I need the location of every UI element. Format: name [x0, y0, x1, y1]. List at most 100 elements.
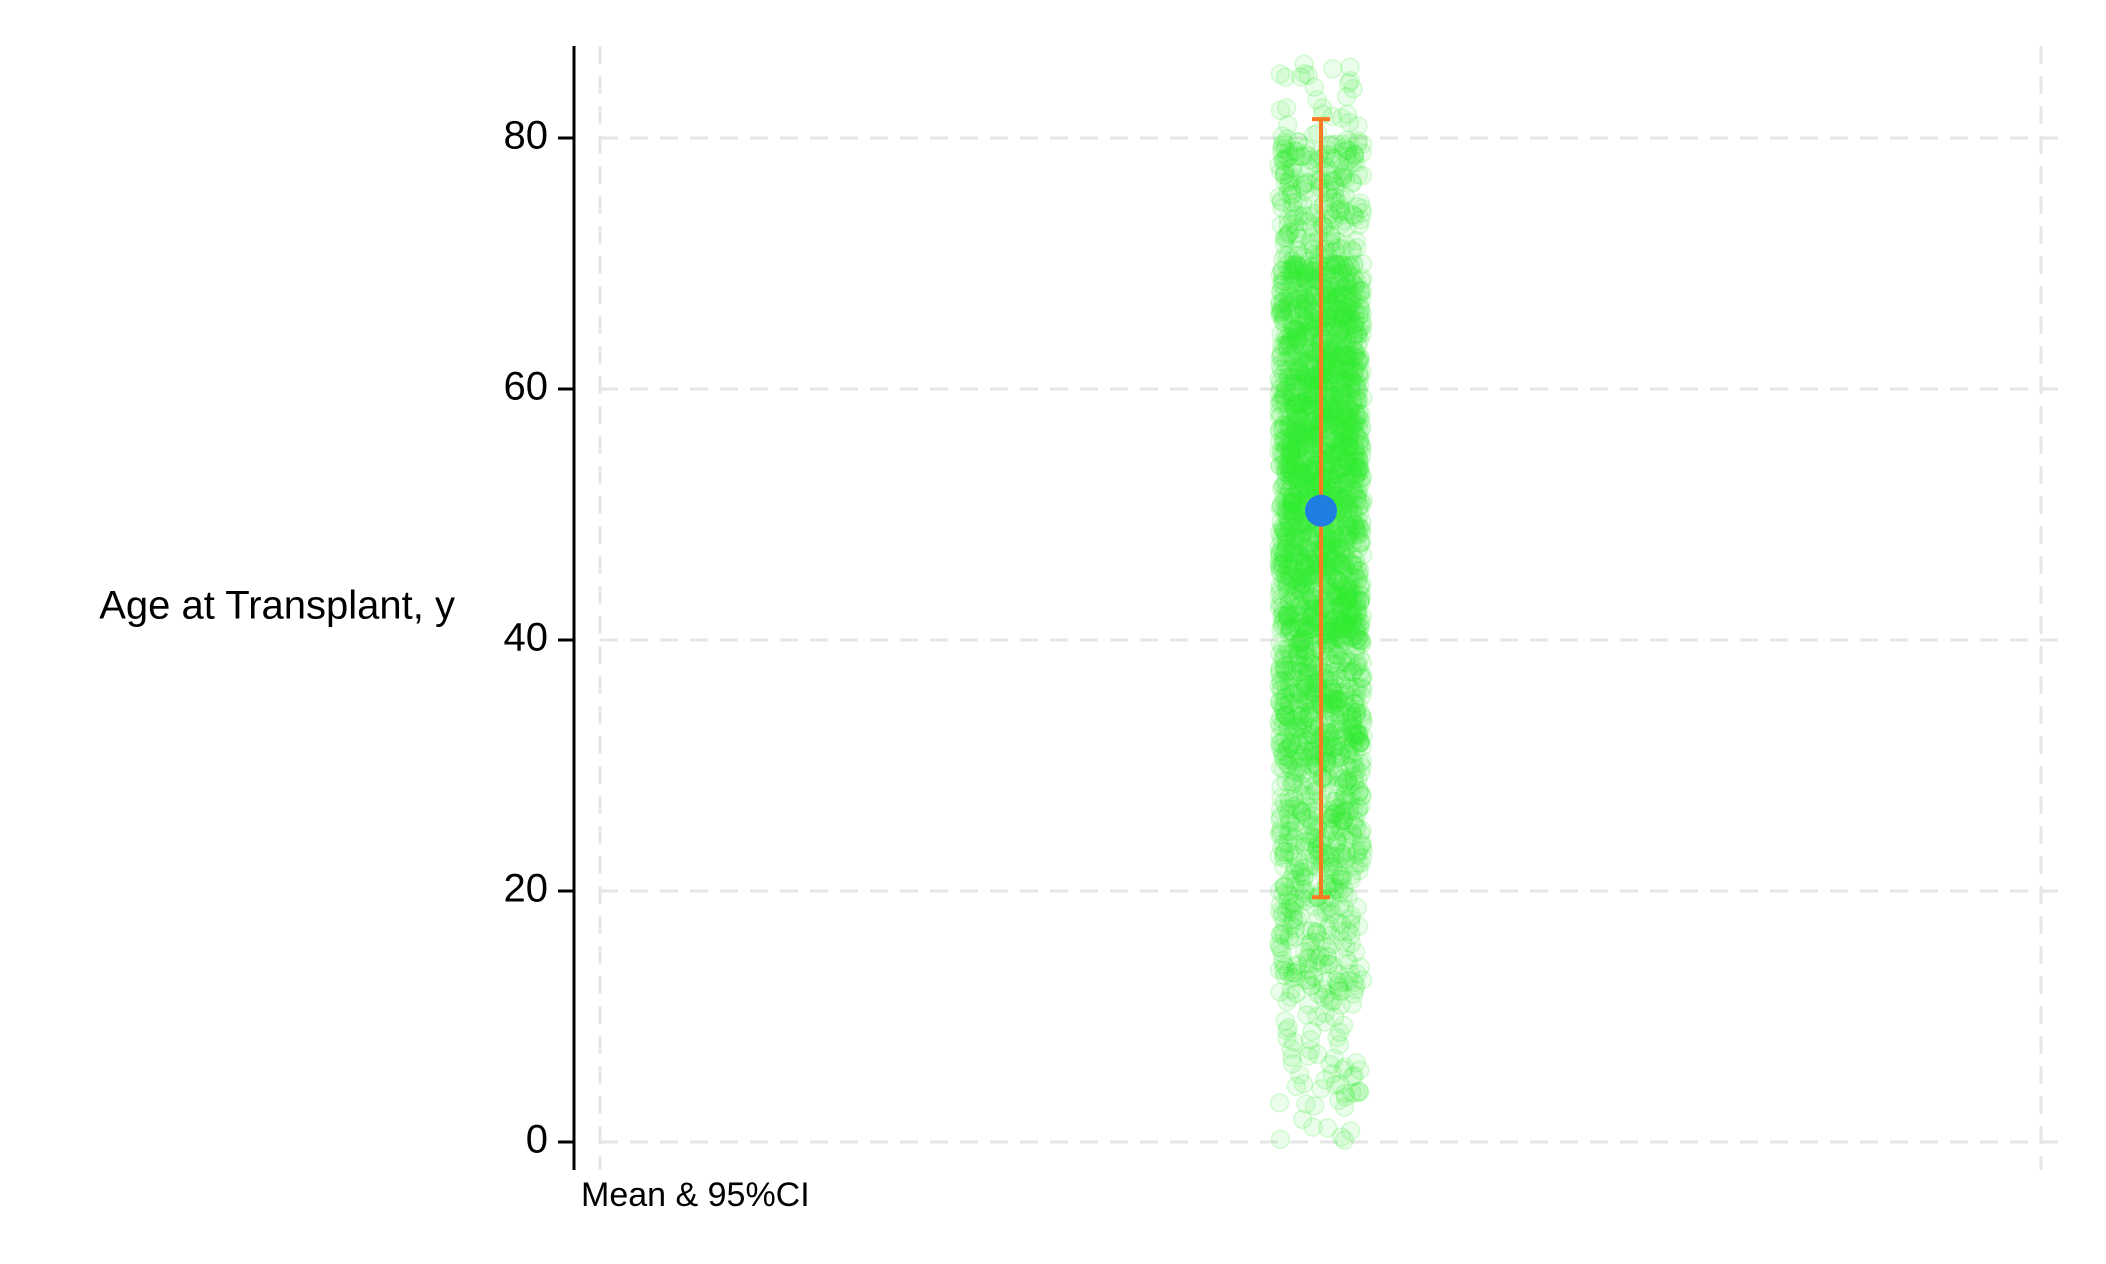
data-point: [1272, 679, 1292, 699]
data-point: [1344, 693, 1364, 713]
data-point: [1269, 691, 1290, 712]
data-point: [1271, 777, 1291, 797]
data-point: [1270, 894, 1291, 915]
data-point: [1279, 694, 1300, 714]
data-point: [1312, 954, 1333, 975]
data-point: [1281, 980, 1302, 1000]
data-point: [1276, 706, 1296, 727]
data-point: [1283, 661, 1303, 681]
data-point: [1290, 752, 1311, 772]
data-point: [1351, 795, 1371, 816]
data-point: [1274, 876, 1295, 896]
data-point: [1340, 651, 1360, 672]
data-point: [1288, 820, 1309, 841]
data-point: [1345, 942, 1366, 963]
data-point: [1281, 759, 1302, 780]
data-point: [1274, 750, 1294, 770]
data-point: [1345, 979, 1365, 1000]
data-point: [1347, 702, 1367, 723]
data-point: [1344, 725, 1365, 745]
data-point: [1290, 633, 1310, 654]
data-point: [1293, 174, 1314, 195]
data-point: [1288, 645, 1309, 666]
y-axis: 0 20 40 60 80: [504, 46, 576, 1170]
data-point: [1289, 731, 1310, 751]
data-point: [1329, 972, 1349, 993]
data-point: [1285, 859, 1305, 880]
data-point: [1289, 701, 1310, 722]
data-point: [1346, 689, 1366, 709]
data-point: [1299, 689, 1320, 710]
data-point: [1275, 957, 1296, 978]
data-point: [1341, 933, 1362, 954]
data-point: [1346, 702, 1367, 723]
data-point: [1283, 668, 1303, 688]
data-point: [1326, 970, 1347, 991]
data-point: [1280, 987, 1301, 1007]
data-point: [1270, 660, 1290, 681]
data-point: [1308, 908, 1329, 929]
data-point: [1281, 893, 1302, 914]
data-point: [1328, 848, 1348, 868]
data-point: [1285, 857, 1306, 877]
data-point: [1328, 637, 1348, 657]
data-point: [1290, 655, 1310, 675]
data-point: [1301, 920, 1322, 941]
data-point: [1307, 90, 1327, 110]
data-point: [1302, 801, 1323, 821]
data-point: [1313, 973, 1333, 993]
data-point: [1336, 712, 1357, 732]
data-point: [1339, 744, 1360, 764]
data-point: [1350, 1060, 1370, 1080]
data-point: [1348, 853, 1369, 873]
data-point: [1344, 660, 1365, 681]
data-point: [1283, 962, 1303, 983]
data-point: [1342, 1066, 1363, 1087]
data-point: [1295, 879, 1316, 900]
data-point: [1331, 641, 1352, 661]
data-point: [1340, 1121, 1361, 1141]
data-point: [1326, 666, 1346, 686]
data-point: [1278, 898, 1299, 918]
data-point: [1277, 638, 1297, 659]
data-point: [1270, 821, 1291, 842]
data-point: [1304, 845, 1324, 865]
data-point: [1330, 1022, 1350, 1042]
data-point: [1341, 680, 1361, 700]
data-point: [1270, 716, 1290, 736]
data-point: [1287, 888, 1308, 909]
data-point: [1271, 818, 1292, 839]
data-point: [1331, 811, 1352, 831]
data-point: [1294, 741, 1315, 761]
data-point: [1274, 670, 1295, 690]
data-point: [1275, 687, 1295, 708]
data-point: [1299, 296, 1320, 316]
data-point: [1281, 732, 1301, 753]
data-point: [1332, 729, 1352, 749]
data-point: [1277, 799, 1297, 819]
data-point: [1293, 1074, 1314, 1094]
data-point: [1287, 718, 1307, 739]
data-point: [1269, 881, 1290, 901]
data-point: [1287, 817, 1307, 837]
data-point: [1334, 827, 1355, 848]
data-point: [1342, 662, 1363, 682]
data-point: [1300, 1040, 1321, 1061]
data-point: [1270, 1129, 1291, 1150]
data-point: [1275, 729, 1296, 749]
mean-marker-group: [1305, 494, 1337, 527]
data-point: [1336, 937, 1356, 958]
data-point: [1311, 1079, 1331, 1099]
data-point: [1344, 972, 1364, 993]
data-point: [1337, 820, 1358, 841]
data-point: [1282, 734, 1302, 754]
data-point: [1329, 714, 1350, 734]
data-point: [1299, 704, 1319, 724]
data-point: [1286, 963, 1306, 983]
data-point: [1285, 918, 1306, 939]
data-point: [1352, 706, 1372, 727]
data-point: [1330, 882, 1350, 903]
data-point: [1300, 941, 1320, 961]
data-point: [1346, 699, 1366, 719]
data-point: [1284, 896, 1305, 916]
